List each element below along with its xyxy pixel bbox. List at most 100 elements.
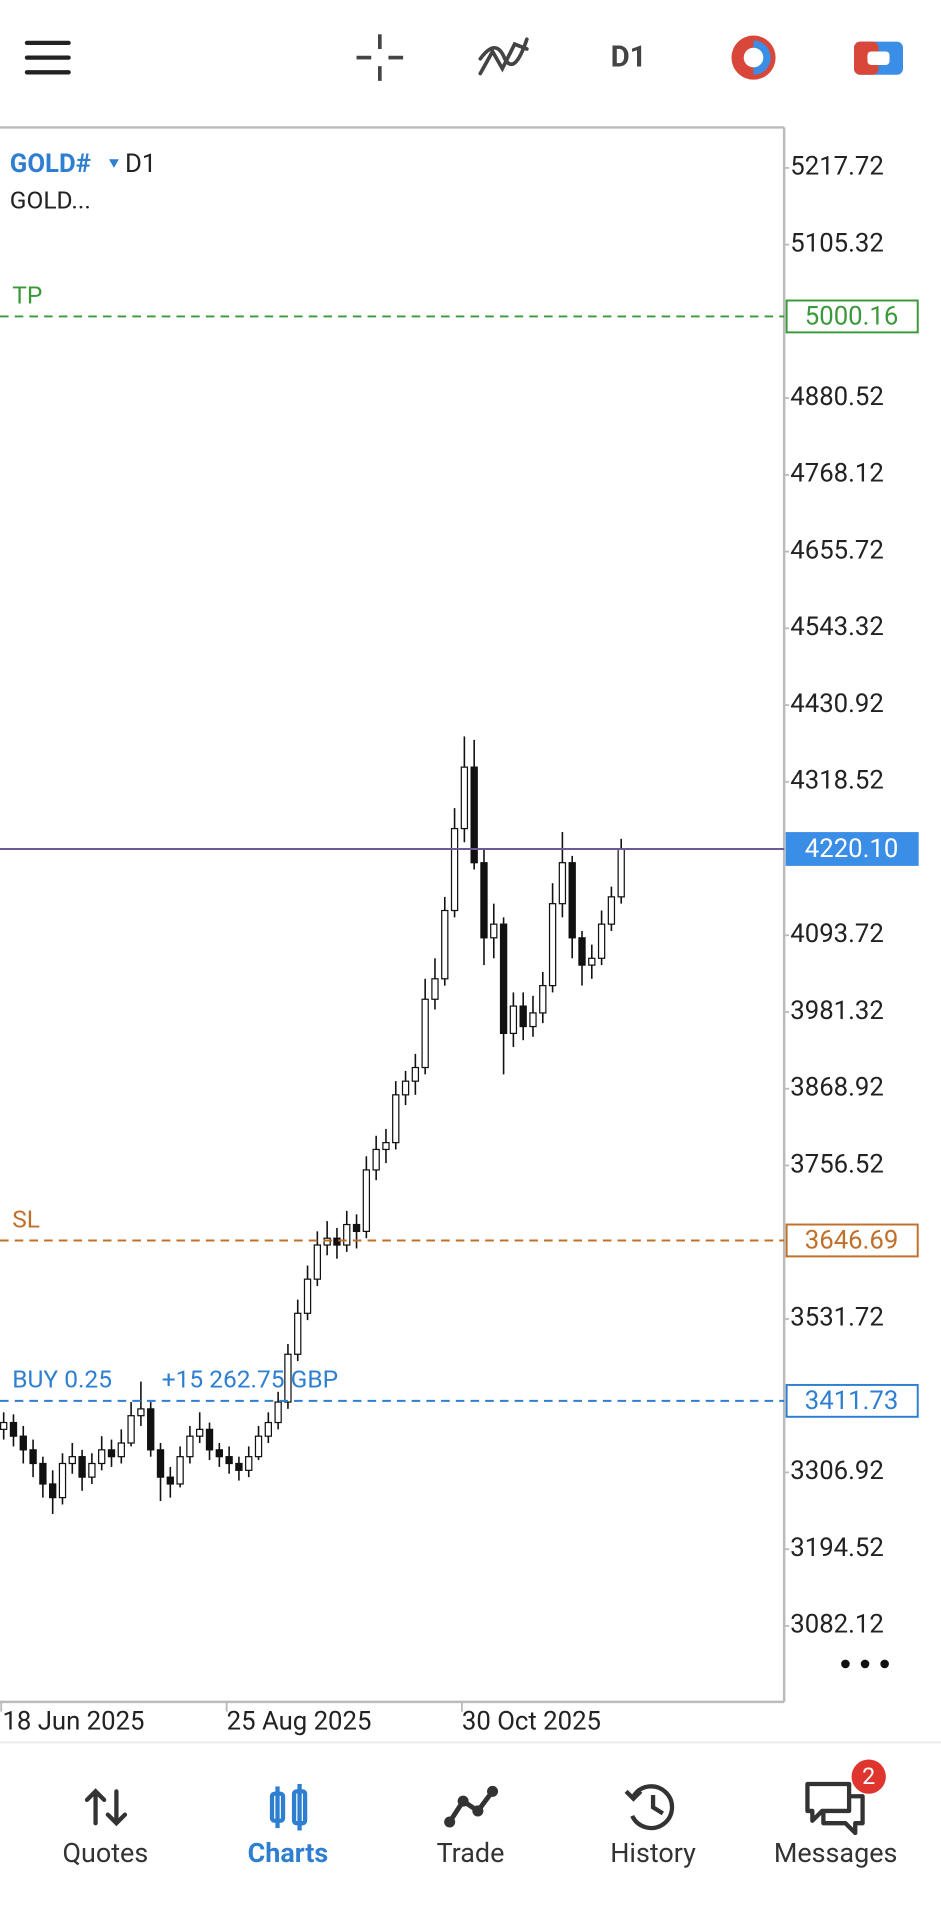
one-click-button[interactable] xyxy=(731,35,776,80)
level-profit: +15 262.75 GBP xyxy=(162,1365,338,1394)
indicators-button[interactable] xyxy=(478,37,529,76)
level-price: 4220.10 xyxy=(805,834,899,864)
candle-body xyxy=(225,1456,233,1465)
candle-body xyxy=(274,1401,282,1424)
candle-body xyxy=(401,1080,410,1096)
candle-body xyxy=(323,1237,331,1246)
candle-body xyxy=(597,923,606,959)
candle-body xyxy=(98,1449,106,1465)
candle-body xyxy=(411,1066,420,1082)
timeframe-button[interactable]: D1 xyxy=(611,41,647,75)
level-price-box xyxy=(785,1223,919,1258)
candle-body xyxy=(441,909,449,980)
candle-body xyxy=(176,1456,184,1485)
candle-body xyxy=(460,766,469,830)
y-tick-label: 3981.32 xyxy=(790,996,884,1026)
candle-body xyxy=(78,1456,86,1478)
candle-body xyxy=(147,1408,155,1451)
nav-tab-label[interactable]: Messages xyxy=(774,1837,898,1869)
candle-body xyxy=(166,1476,174,1485)
y-tick-label: 5217.72 xyxy=(790,152,884,182)
candle-body xyxy=(392,1094,400,1144)
candle-body xyxy=(205,1428,214,1451)
candle-body xyxy=(558,862,567,905)
badge xyxy=(851,1759,886,1794)
candle-body xyxy=(548,903,557,987)
candle-body xyxy=(117,1442,125,1458)
candle-body xyxy=(352,1223,361,1232)
candle-body xyxy=(450,827,459,912)
y-tick-label: 3868.92 xyxy=(790,1073,884,1103)
more-menu[interactable] xyxy=(841,1659,889,1669)
trade-icon[interactable] xyxy=(444,1785,499,1828)
nav-tab-label[interactable]: Charts xyxy=(248,1837,329,1869)
level-name: SL xyxy=(12,1204,40,1233)
messages-icon[interactable] xyxy=(805,1781,865,1836)
candle-body xyxy=(313,1244,322,1280)
y-tick-label: 3306.92 xyxy=(790,1456,884,1486)
symbol[interactable]: GOLD# xyxy=(10,149,91,179)
candle-body xyxy=(254,1435,263,1458)
candle-body xyxy=(431,978,439,1000)
nav-tab-label[interactable]: History xyxy=(610,1837,696,1869)
candle-body xyxy=(49,1483,57,1499)
candle-body xyxy=(382,1142,390,1151)
candle-body xyxy=(539,984,547,1014)
candle-body xyxy=(58,1462,67,1499)
y-tick-label: 4093.72 xyxy=(790,919,884,949)
history-icon[interactable] xyxy=(624,1784,675,1831)
crosshair-button[interactable] xyxy=(356,34,404,81)
candle-body xyxy=(362,1169,371,1232)
candle-body xyxy=(39,1462,47,1485)
candle-body xyxy=(490,923,498,939)
symbol-description: GOLD... xyxy=(10,186,91,215)
candle-body xyxy=(0,1421,8,1430)
symbol-dropdown[interactable] xyxy=(109,159,119,168)
candle-body xyxy=(186,1435,194,1458)
candle-body xyxy=(107,1449,116,1458)
candle-body xyxy=(156,1449,165,1478)
candle-body xyxy=(568,862,576,939)
level-price: 3411.73 xyxy=(805,1386,899,1416)
y-tick-label: 4880.52 xyxy=(790,382,884,412)
y-tick-label: 4430.92 xyxy=(790,689,884,719)
candle-body xyxy=(588,957,596,966)
y-tick-label: 3531.72 xyxy=(790,1303,884,1333)
candle-body xyxy=(333,1237,341,1246)
y-tick-label: 3194.52 xyxy=(790,1533,884,1563)
candle-body xyxy=(245,1456,253,1471)
level-price-box xyxy=(785,1383,919,1418)
candle-body xyxy=(19,1435,27,1451)
level-name: BUY 0.25 xyxy=(12,1365,112,1394)
y-tick-label: 4318.52 xyxy=(790,766,884,796)
nav-tab-label[interactable]: Trade xyxy=(437,1837,505,1869)
candle-body xyxy=(519,1005,527,1028)
candle-body xyxy=(9,1421,18,1437)
candle-body xyxy=(343,1223,351,1246)
candle-body xyxy=(68,1456,76,1465)
candle-body xyxy=(480,862,488,939)
menu-button[interactable] xyxy=(24,40,71,75)
quotes-icon[interactable] xyxy=(84,1788,128,1827)
candle-body xyxy=(284,1353,292,1403)
nav-tab-label[interactable]: Quotes xyxy=(62,1837,148,1869)
y-tick-label: 4655.72 xyxy=(790,535,884,565)
candle-body xyxy=(470,766,478,864)
candle-body xyxy=(578,937,586,966)
y-tick-label: 4543.32 xyxy=(790,612,884,642)
chart-timeframe: D1 xyxy=(125,149,156,179)
candle-body xyxy=(127,1415,135,1444)
trade-button[interactable] xyxy=(854,41,904,75)
y-tick-label: 3756.52 xyxy=(790,1149,884,1179)
candle-body xyxy=(294,1312,302,1355)
candle-body xyxy=(88,1462,96,1478)
chart-frame xyxy=(0,126,786,1704)
charts-icon[interactable] xyxy=(269,1783,308,1831)
x-tick-label: 30 Oct 2025 xyxy=(462,1707,601,1737)
x-tick-label: 18 Jun 2025 xyxy=(2,1707,144,1737)
candle-body xyxy=(235,1462,243,1471)
candle-body xyxy=(421,998,429,1069)
candle-body xyxy=(529,1012,537,1028)
